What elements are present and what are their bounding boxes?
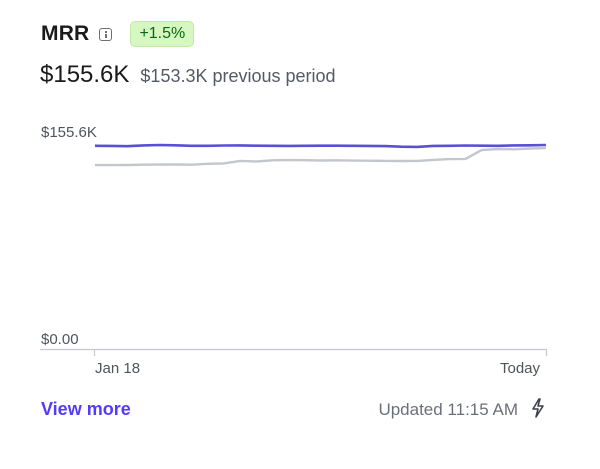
y-axis-max-label: $155.6K: [41, 124, 97, 141]
updated-timestamp: Updated 11:15 AM: [378, 400, 518, 419]
current-period-line: [94, 143, 547, 149]
card-header: MRR +1.5%: [41, 21, 195, 47]
current-value: $155.6K: [40, 61, 130, 88]
x-axis-start-label: Jan 18: [95, 360, 141, 377]
previous-period-line: [95, 146, 547, 167]
previous-value: $153.3K previous period: [140, 66, 336, 86]
view-more-link[interactable]: View more: [41, 399, 131, 419]
lightning-bolt-icon[interactable]: [531, 398, 545, 418]
metric-title: MRR: [41, 22, 90, 45]
info-icon[interactable]: [99, 27, 113, 41]
x-axis-end-label: Today: [500, 360, 541, 377]
metric-values: $155.6K $153.3K previous period: [40, 61, 336, 89]
change-badge: +1.5%: [130, 21, 195, 47]
y-axis-min-label: $0.00: [41, 331, 79, 348]
